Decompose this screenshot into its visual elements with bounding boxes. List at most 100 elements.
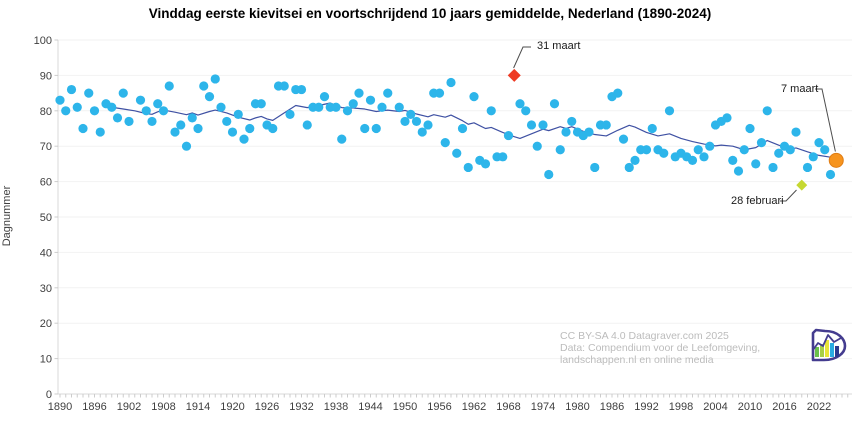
data-point — [360, 123, 370, 134]
data-point — [285, 109, 295, 119]
data-point — [624, 162, 634, 173]
x-tick-label: 2016 — [772, 401, 796, 413]
data-point — [641, 145, 652, 155]
y-tick-label: 70 — [40, 141, 52, 153]
data-point — [452, 148, 462, 158]
y-tick-label: 40 — [40, 247, 52, 259]
data-point — [618, 134, 629, 144]
data-point — [463, 162, 473, 173]
data-point — [544, 169, 554, 180]
data-point — [72, 102, 82, 112]
data-point — [383, 88, 393, 98]
y-tick-label: 20 — [40, 318, 52, 330]
data-point — [739, 145, 749, 155]
logo-bar — [815, 347, 819, 357]
x-tick-label: 1968 — [496, 401, 520, 413]
y-tick-label: 60 — [40, 177, 52, 189]
data-point — [354, 88, 364, 98]
x-tick-label: 1950 — [393, 401, 417, 413]
data-point — [417, 127, 427, 137]
data-point — [112, 113, 123, 123]
data-point — [89, 106, 100, 116]
data-point — [337, 134, 347, 144]
data-point — [814, 138, 824, 148]
logo-bar — [830, 343, 834, 357]
data-point — [480, 159, 491, 169]
data-point — [411, 116, 422, 127]
data-point — [400, 116, 410, 127]
data-point — [613, 88, 623, 98]
data-point — [532, 141, 542, 151]
data-point — [210, 74, 220, 84]
data-point — [521, 106, 531, 116]
x-tick-label: 1914 — [186, 401, 210, 413]
data-point — [434, 88, 445, 98]
data-point — [176, 120, 186, 130]
data-point — [314, 102, 324, 112]
data-point — [268, 123, 278, 134]
annotation-latest-point: 7 maart — [781, 83, 819, 95]
x-tick-label: 1986 — [600, 401, 624, 413]
data-point — [584, 127, 594, 137]
data-point — [239, 134, 249, 144]
data-point — [124, 116, 134, 127]
attribution: CC BY-SA 4.0 Datagraver.com 2025 Data: C… — [560, 330, 760, 366]
attribution-line-1: CC BY-SA 4.0 Datagraver.com 2025 — [560, 330, 729, 342]
data-point — [170, 127, 180, 137]
x-tick-label: 1902 — [117, 401, 141, 413]
latest-marker — [828, 152, 844, 168]
data-point — [153, 99, 163, 109]
data-point — [302, 120, 312, 130]
annotation-leader-record-early — [780, 189, 797, 202]
data-point — [158, 106, 169, 116]
y-tick-label: 100 — [34, 35, 52, 47]
data-point — [348, 99, 358, 109]
data-point — [751, 159, 761, 169]
data-point — [601, 120, 611, 130]
data-point — [377, 102, 387, 112]
data-point — [768, 162, 778, 173]
data-point — [762, 106, 772, 116]
data-point — [319, 92, 330, 102]
data-point — [135, 95, 146, 105]
attribution-line-2: Data: Compendium voor de Leefomgeving, — [560, 342, 761, 354]
record-early-marker — [796, 179, 808, 191]
data-point — [733, 166, 744, 176]
data-point — [141, 106, 151, 116]
x-tick-label: 1920 — [220, 401, 244, 413]
x-tick-label: 1962 — [462, 401, 486, 413]
data-point — [486, 106, 496, 116]
data-point — [457, 123, 468, 134]
data-point — [659, 148, 669, 158]
data-point — [256, 99, 266, 109]
data-point — [774, 148, 784, 158]
data-point — [147, 116, 157, 127]
y-tick-label: 10 — [40, 354, 52, 366]
attribution-line-3: landschappen.nl en online media — [560, 354, 714, 366]
x-tick-label: 2004 — [703, 401, 727, 413]
datagraver-logo — [804, 326, 850, 371]
y-tick-label: 80 — [40, 106, 52, 118]
chart-title: Vinddag eerste kievitsei en voortschrijd… — [148, 6, 712, 21]
annotation-record-early: 28 februari — [731, 195, 784, 207]
x-tick-label: 1890 — [48, 401, 72, 413]
y-tick-label: 30 — [40, 283, 52, 295]
data-point — [181, 141, 192, 151]
data-point — [164, 81, 174, 91]
annotation-leader-latest — [815, 88, 836, 152]
data-point — [394, 102, 404, 112]
x-tick-label: 1944 — [358, 401, 382, 413]
x-tick-label: 1998 — [669, 401, 693, 413]
y-tick-label: 90 — [40, 70, 52, 82]
data-point — [756, 138, 767, 148]
data-point — [193, 123, 203, 134]
data-point — [55, 95, 65, 105]
data-point — [526, 120, 537, 130]
data-point — [279, 81, 289, 91]
y-tick-label: 0 — [46, 389, 52, 401]
data-point — [630, 155, 640, 165]
x-tick-label: 1956 — [427, 401, 451, 413]
data-point — [515, 99, 525, 109]
data-point — [296, 84, 307, 95]
